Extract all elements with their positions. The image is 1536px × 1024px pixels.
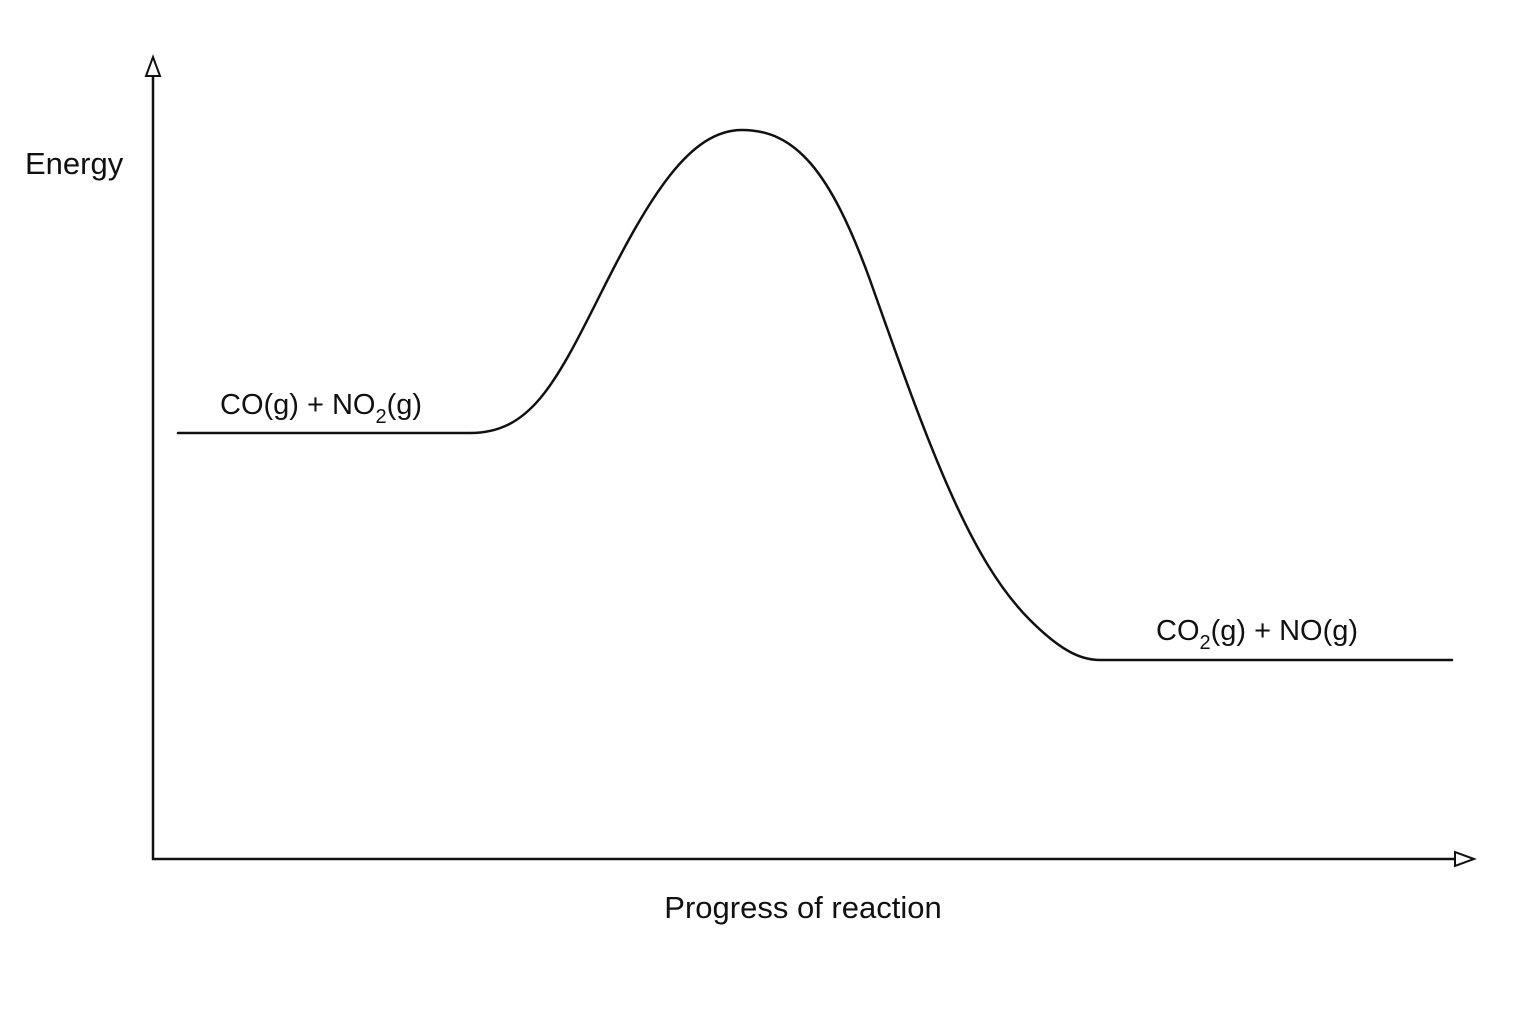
x-axis-arrow-icon bbox=[1454, 850, 1477, 868]
x-axis-label: Progress of reaction bbox=[664, 890, 941, 925]
products-label: CO2(g) + NO(g) bbox=[1156, 615, 1358, 654]
reactants-label: CO(g) + NO2(g) bbox=[220, 389, 422, 428]
reactants-label-part2: (g) bbox=[387, 389, 422, 421]
products-label-part2: (g) + NO(g) bbox=[1211, 615, 1358, 647]
products-label-part1: CO bbox=[1156, 615, 1200, 647]
products-label-subscript: 2 bbox=[1200, 632, 1211, 654]
energy-profile-curve bbox=[176, 128, 1454, 662]
reactants-label-subscript: 2 bbox=[376, 406, 387, 428]
y-axis-label: Energy bbox=[25, 146, 124, 181]
reactants-label-part1: CO(g) + NO bbox=[220, 389, 376, 421]
y-axis-arrow-icon bbox=[144, 54, 162, 77]
